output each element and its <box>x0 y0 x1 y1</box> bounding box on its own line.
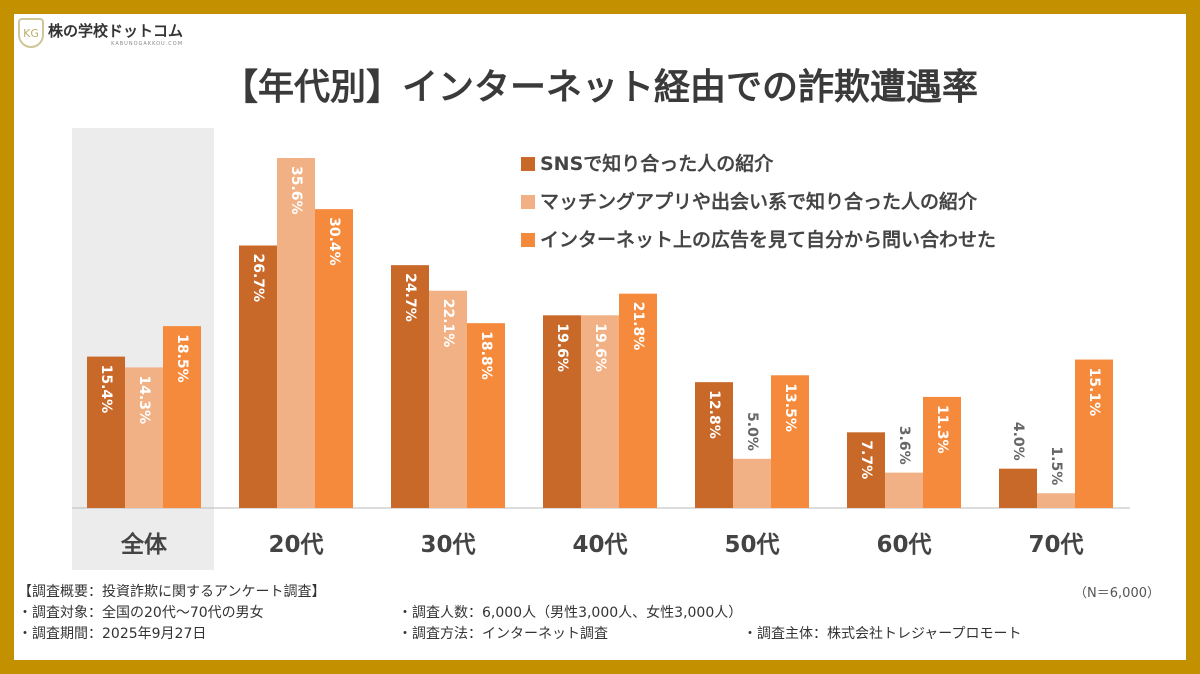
survey-heading: 【調査概要：投資詐欺に関するアンケート調査】 <box>18 584 326 600</box>
data-label: 35.6% <box>288 166 304 215</box>
bar <box>1075 359 1113 508</box>
bar <box>733 458 771 508</box>
bar <box>125 367 163 508</box>
page-title: 【年代別】インターネット経由での詐欺遭遇率 <box>221 67 978 108</box>
bar <box>923 396 961 508</box>
survey-summary: 【調査概要：投資詐欺に関するアンケート調査】 ・調査対象：全国の20代～70代の… <box>18 582 1021 645</box>
bar <box>315 209 353 508</box>
data-label: 22.1% <box>440 299 456 348</box>
logo-name: 株の学校ドットコム <box>48 21 184 40</box>
x-tick-label: 60代 <box>876 532 931 558</box>
bar <box>163 326 201 508</box>
data-label: 26.7% <box>250 254 266 303</box>
survey-method: ・調査方法：インターネット調査 <box>398 626 608 642</box>
shield-logo-icon: KG <box>18 18 44 48</box>
bar <box>543 315 581 508</box>
bar <box>619 293 657 508</box>
data-label: 13.5% <box>782 383 798 432</box>
logo-sub: KABUNOGAKKOU.COM <box>111 40 184 47</box>
data-label: 5.0% <box>744 412 760 451</box>
data-label: 4.0% <box>1010 422 1026 461</box>
data-label: 24.7% <box>402 273 418 322</box>
legend-label: SNSで知り合った人の紹介 <box>540 152 774 175</box>
x-tick-label: 40代 <box>572 532 627 558</box>
bar <box>847 432 885 508</box>
logo: KG 株の学校ドットコム KABUNOGAKKOU.COM <box>18 18 183 48</box>
legend-swatch <box>521 157 535 171</box>
survey-period: ・調査期間：2025年9月27日 <box>18 626 207 642</box>
data-label: 3.6% <box>896 426 912 465</box>
survey-target: ・調査対象：全国の20代～70代の男女 <box>18 605 264 621</box>
survey-count: ・調査人数：6,000人（男性3,000人、女性3,000人） <box>398 605 743 621</box>
survey-sponsor: ・調査主体：株式会社トレジャープロモート <box>743 626 1022 642</box>
data-label: 15.1% <box>1086 368 1102 417</box>
data-label: 1.5% <box>1048 446 1064 485</box>
data-label: 18.5% <box>174 334 190 383</box>
legend-label: インターネット上の広告を見て自分から問い合わせた <box>540 228 996 251</box>
bar <box>695 382 733 508</box>
data-label: 15.4% <box>98 365 114 414</box>
bar <box>429 290 467 508</box>
bar <box>87 356 125 508</box>
bar <box>239 245 277 508</box>
x-tick-label: 全体 <box>120 531 168 558</box>
bar <box>467 323 505 508</box>
data-label: 19.6% <box>554 323 570 372</box>
legend-swatch <box>521 195 535 209</box>
bar <box>1037 493 1075 508</box>
data-label: 18.8% <box>478 331 494 380</box>
data-label: 7.7% <box>858 440 874 479</box>
x-tick-label: 30代 <box>420 532 475 558</box>
x-tick-label: 50代 <box>724 532 779 558</box>
bar <box>581 315 619 508</box>
sample-size: （N＝6,000） <box>1074 586 1160 601</box>
data-label: 11.3% <box>934 405 950 454</box>
bar <box>885 472 923 508</box>
data-label: 14.3% <box>136 375 152 424</box>
legend-label: マッチングアプリや出会い系で知り合った人の紹介 <box>540 190 978 213</box>
bar <box>771 375 809 508</box>
bar <box>999 468 1037 508</box>
x-tick-label: 20代 <box>268 532 323 558</box>
bar <box>391 265 429 508</box>
data-label: 19.6% <box>592 323 608 372</box>
data-label: 21.8% <box>630 302 646 351</box>
x-tick-label: 70代 <box>1028 532 1083 558</box>
data-label: 30.4% <box>326 217 342 266</box>
data-label: 12.8% <box>706 390 722 439</box>
legend-swatch <box>521 233 535 247</box>
bar <box>277 158 315 508</box>
